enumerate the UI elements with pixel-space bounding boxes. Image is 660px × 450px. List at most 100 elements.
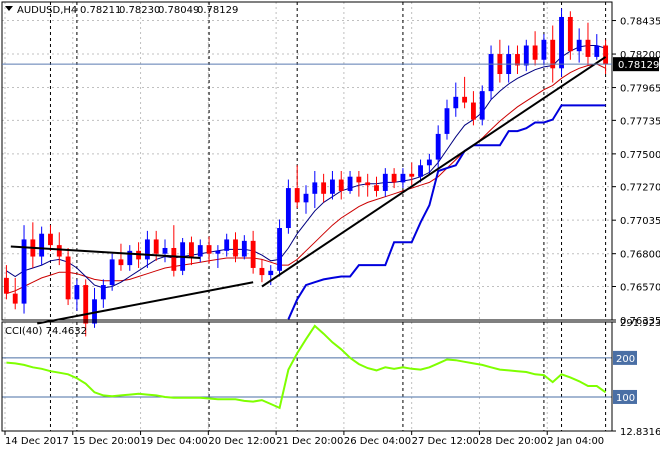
chart-frame: [1, 1, 613, 432]
candle-bull: [453, 96, 459, 109]
candle-bear: [567, 16, 573, 52]
price-axis: 0.78435 0.78200 0.77965 0.77735 0.77500 0.772…: [2, 17, 660, 327]
candle-bull: [268, 270, 274, 276]
trendlines[interactable]: [10, 56, 607, 325]
cci-level-label: 200: [616, 354, 635, 365]
candle-bear: [189, 242, 194, 257]
candle-bear: [259, 267, 265, 276]
lower-band-line: [287, 104, 606, 320]
candle-bull: [144, 239, 150, 260]
price-tick-label: 0.77035: [620, 216, 660, 227]
candle-bull: [162, 247, 168, 254]
candle-bear: [374, 185, 379, 191]
time-tick-label: 27 Dec 12:00: [412, 436, 479, 447]
time-tick-label: 14 Dec 2017: [5, 436, 69, 447]
price-tick-label: 0.76800: [620, 250, 660, 261]
candle-bear: [409, 173, 415, 177]
candle-bull: [109, 259, 115, 286]
candle-bull: [241, 240, 247, 257]
candle-bear: [338, 179, 344, 191]
candle-bull: [312, 182, 318, 194]
time-tick-label: 26 Dec 04:00: [344, 436, 411, 447]
candle-bear: [83, 285, 89, 324]
candle-bull: [576, 39, 582, 52]
candle-bear: [603, 45, 609, 65]
candle-bull: [197, 245, 203, 257]
price-tick-label: 0.77965: [620, 84, 660, 95]
cci-pane-frame: [1, 321, 613, 432]
candle-bull: [21, 239, 27, 304]
price-tick-label: 0.76570: [620, 282, 660, 293]
candle-bear: [206, 245, 212, 254]
period-separators: [49, 2, 607, 431]
time-tick-label: 19 Dec 04:00: [141, 436, 208, 447]
candle-bull: [559, 16, 564, 69]
dropdown-arrow-icon[interactable]: [5, 6, 13, 11]
candles: [3, 8, 609, 337]
candle-bull: [523, 45, 529, 66]
candle-bull: [488, 54, 494, 92]
candle-bear: [470, 102, 476, 120]
candle-bull: [277, 228, 282, 271]
slow-ma-line: [6, 63, 606, 295]
candle-bull: [100, 285, 106, 300]
candle-bull: [224, 239, 230, 251]
fast-ma-line: [6, 45, 606, 289]
candle-bear: [550, 39, 556, 69]
candle-bull: [74, 285, 80, 300]
cci-panel: [2, 324, 612, 410]
candle-bull: [285, 188, 291, 229]
candle-bull: [39, 233, 45, 257]
candle-bull: [435, 133, 441, 160]
candle-bear: [532, 45, 538, 60]
time-tick-label: 28 Dec 20:00: [479, 436, 546, 447]
price-tick-label: 0.77735: [620, 116, 660, 127]
candle-bear: [294, 188, 300, 203]
candle-bear: [56, 245, 62, 257]
candle-bull: [347, 176, 353, 191]
candle-bear: [171, 247, 177, 271]
candle-bear: [391, 173, 397, 183]
cci-level-badge: [613, 389, 637, 404]
candle-bear: [515, 54, 520, 66]
candle-bull: [444, 108, 450, 134]
candle-bear: [153, 239, 159, 254]
trendline[interactable]: [261, 56, 607, 288]
candle-bear: [65, 256, 71, 300]
candle-bear: [585, 39, 591, 57]
ohlc-high: 0.78230: [119, 5, 160, 16]
candle-bear: [462, 96, 468, 103]
trendline[interactable]: [10, 245, 201, 259]
candle-bear: [118, 259, 124, 266]
time-axis: 14 Dec 2017 15 Dec 20:00 19 Dec 04:00 20 De…: [4, 431, 604, 447]
candle-bear: [250, 240, 256, 268]
candle-bull: [330, 179, 335, 194]
time-tick-label: 15 Dec 20:00: [73, 436, 140, 447]
candle-bear: [48, 233, 53, 246]
price-tick-label: 0.77270: [620, 183, 660, 194]
time-tick-label: 21 Dec 20:00: [276, 436, 343, 447]
candle-bear: [233, 239, 238, 257]
candle-bull: [400, 173, 406, 183]
current-price-badge: [613, 57, 659, 72]
candle-bull: [303, 193, 309, 203]
candle-bull: [426, 159, 432, 166]
candle-bull: [418, 165, 423, 177]
price-tick-label: 0.78200: [620, 50, 660, 61]
ohlc-open: 0.78211: [80, 5, 121, 16]
time-tick-label: 2 Jan 04:00: [547, 436, 604, 447]
candle-bull: [382, 173, 388, 191]
trendline[interactable]: [37, 281, 254, 325]
cci-level-label: 100: [616, 393, 635, 404]
time-tick-label: 20 Dec 12:00: [208, 436, 275, 447]
candle-bull: [92, 299, 97, 324]
candle-bull: [479, 91, 485, 120]
candle-bull: [127, 250, 133, 266]
candle-bull: [215, 250, 221, 254]
grid: [2, 2, 612, 431]
main-pane-frame: [1, 1, 613, 321]
indicator-lines: [6, 45, 606, 320]
candle-bear: [12, 293, 18, 304]
candle-bear: [365, 182, 371, 186]
